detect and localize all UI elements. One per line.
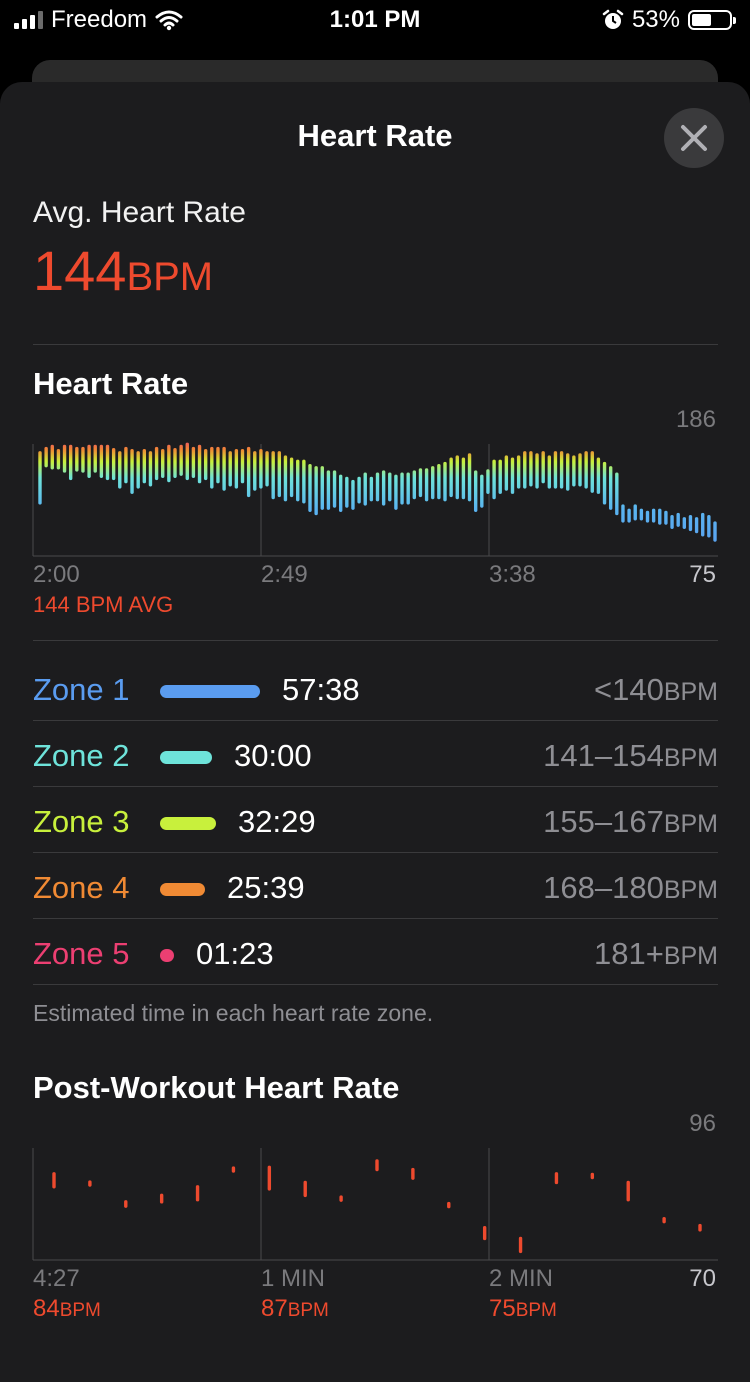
zone-divider [33, 918, 718, 919]
x-tick-label: 2 MIN [489, 1265, 553, 1292]
zone-row: Zone 5 01:23 181+BPM [33, 922, 718, 988]
y-min-label: 75 [689, 561, 716, 588]
status-left: Freedom [14, 6, 183, 34]
avg-value-number: 144 [33, 239, 127, 302]
zone-time: 30:00 [234, 738, 312, 773]
close-button[interactable] [664, 108, 724, 168]
zone-bar [160, 949, 174, 962]
x-value-label: 84BPM [33, 1295, 101, 1320]
avg-heart-rate-label: Avg. Heart Rate [33, 196, 246, 229]
zone-time: 32:29 [238, 804, 316, 839]
battery-percent: 53% [631, 6, 680, 33]
y-min-label: 70 [689, 1265, 716, 1292]
close-icon [681, 125, 707, 151]
heart-rate-sheet: Heart Rate Avg. Heart Rate 144BPM Heart … [0, 82, 750, 1382]
zone-divider [33, 720, 718, 721]
zone-name: Zone 4 [33, 870, 130, 905]
x-tick-label: 4:27 [33, 1265, 80, 1292]
battery-icon [688, 10, 736, 30]
zone-time: 25:39 [227, 870, 305, 905]
zone-divider [33, 852, 718, 853]
x-tick-label: 1 MIN [261, 1265, 325, 1292]
zone-divider [33, 786, 718, 787]
status-right: 53% [602, 6, 736, 34]
zone-row: Zone 4 25:39 168–180BPM [33, 856, 718, 922]
x-tick-label: 3:38 [489, 561, 536, 588]
zone-range: <140BPM [593, 672, 718, 707]
zone-note: Estimated time in each heart rate zone. [33, 1000, 434, 1026]
signal-icon [14, 11, 43, 29]
zone-name: Zone 1 [33, 672, 130, 707]
x-value-label: 87BPM [261, 1295, 329, 1320]
zone-time: 01:23 [196, 936, 274, 971]
alarm-icon [602, 9, 624, 29]
post-workout-marks [52, 1159, 702, 1254]
zone-name: Zone 2 [33, 738, 130, 773]
heart-rate-chart-title: Heart Rate [33, 366, 189, 401]
zone-range: 168–180BPM [543, 870, 718, 905]
x-tick-label: 2:00 [33, 561, 80, 588]
zone-range: 141–154BPM [543, 738, 718, 773]
sheet-title: Heart Rate [297, 118, 453, 153]
post-workout-title: Post-Workout Heart Rate [33, 1070, 400, 1105]
avg-note: 144 BPM AVG [33, 592, 173, 617]
zone-divider [33, 984, 718, 985]
avg-value-unit: BPM [126, 255, 214, 299]
y-max-label: 186 [676, 406, 716, 433]
zone-bar [160, 883, 205, 896]
zone-name: Zone 5 [33, 936, 130, 971]
heart-rate-chart: 186 2:00 2:49 3:38 75 144 BPM AVG [32, 406, 718, 617]
zone-bar [160, 817, 216, 830]
carrier-name: Freedom [51, 6, 148, 33]
post-workout-chart: 96 4:27 1 MIN 2 MIN 70 84BPM 87BPM 75BPM [32, 1110, 718, 1320]
x-value-label: 75BPM [489, 1295, 557, 1320]
zone-name: Zone 3 [33, 804, 130, 839]
status-bar: Freedom 1:01 PM 53% [0, 0, 750, 40]
zone-row: Zone 1 57:38 <140BPM [33, 658, 718, 724]
zone-row: Zone 2 30:00 141–154BPM [33, 724, 718, 790]
zone-bar [160, 685, 260, 698]
x-tick-label: 2:49 [261, 561, 308, 588]
y-max-label: 96 [689, 1110, 716, 1137]
heart-rate-bars [38, 442, 717, 542]
wifi-icon [155, 10, 183, 31]
zone-range: 155–167BPM [543, 804, 718, 839]
zone-range: 181+BPM [593, 936, 718, 971]
zone-bar [160, 751, 212, 764]
avg-heart-rate-value: 144BPM [33, 238, 213, 303]
divider [33, 640, 718, 641]
zone-row: Zone 3 32:29 155–167BPM [33, 790, 718, 856]
zone-time: 57:38 [282, 672, 360, 707]
status-time: 1:01 PM [329, 6, 421, 33]
divider [33, 344, 718, 345]
